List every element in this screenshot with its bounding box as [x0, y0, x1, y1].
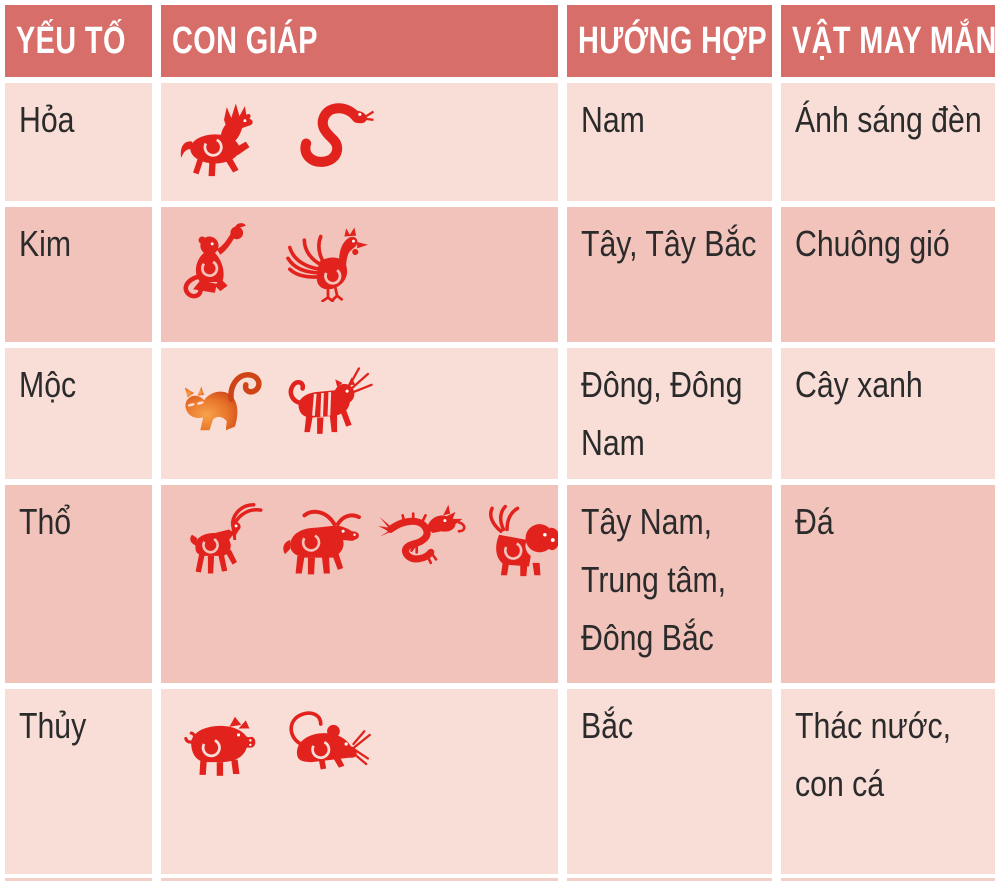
lucky-cell: Chuông gió	[781, 207, 995, 342]
strip-cell	[567, 878, 772, 881]
header-cell-element: YẾU TỐ	[5, 5, 152, 77]
rooster-icon	[282, 222, 374, 302]
direction-text: Tây Nam, Trung tâm, Đông Bắc	[581, 501, 727, 658]
zodiac-icons	[161, 485, 558, 683]
element-label: Mộc	[19, 364, 77, 405]
header-label: HƯỚNG HỢP	[578, 19, 767, 62]
lucky-cell: Đá	[781, 485, 995, 683]
next-row-partial-strip	[0, 878, 1000, 881]
lucky-text: Chuông gió	[795, 223, 950, 264]
strip-cell	[161, 878, 558, 881]
lucky-cell: Ánh sáng đèn	[781, 83, 995, 201]
direction-text: Đông, Đông Nam	[581, 364, 743, 463]
direction-text: Nam	[581, 99, 645, 140]
header-label: VẬT MAY MẮN	[792, 19, 995, 62]
element-cell: Thổ	[5, 485, 152, 683]
pig-icon	[178, 704, 270, 784]
direction-text: Bắc	[581, 705, 634, 746]
direction-cell: Bắc	[567, 689, 772, 874]
direction-cell: Tây Nam, Trung tâm, Đông Bắc	[567, 485, 772, 683]
element-cell: Mộc	[5, 348, 152, 479]
lucky-text: Ánh sáng đèn	[795, 99, 982, 140]
zodiac-icons	[161, 689, 558, 874]
element-cell: Hỏa	[5, 83, 152, 201]
monkey-icon	[178, 222, 270, 302]
lucky-text: Thác nước, con cá	[795, 705, 952, 804]
rat-icon	[282, 704, 374, 784]
element-label: Hỏa	[19, 99, 75, 140]
strip-cell	[5, 878, 152, 881]
zodiac-icons	[161, 83, 558, 201]
dog-icon	[478, 500, 558, 580]
element-cell: Thủy	[5, 689, 152, 874]
lucky-cell: Thác nước, con cá	[781, 689, 995, 874]
snake-icon	[282, 98, 374, 178]
zodiac-icons	[161, 207, 558, 342]
element-cell: Kim	[5, 207, 152, 342]
header-cell-animals: CON GIÁP	[161, 5, 558, 77]
strip-cell	[781, 878, 995, 881]
header-label: CON GIÁP	[172, 19, 318, 62]
buffalo-icon	[278, 500, 366, 580]
header-label: YẾU TỐ	[16, 19, 126, 62]
cat-icon	[178, 363, 270, 443]
element-label: Kim	[19, 223, 72, 264]
horse-icon	[178, 98, 270, 178]
lucky-cell: Cây xanh	[781, 348, 995, 479]
tiger-icon	[282, 363, 374, 443]
header-cell-lucky: VẬT MAY MẮN	[781, 5, 995, 77]
direction-cell: Nam	[567, 83, 772, 201]
lucky-text: Cây xanh	[795, 364, 923, 405]
direction-text: Tây, Tây Bắc	[581, 223, 757, 264]
lucky-text: Đá	[795, 501, 834, 542]
element-label: Thổ	[19, 501, 72, 542]
dragon-icon	[378, 500, 466, 580]
direction-cell: Tây, Tây Bắc	[567, 207, 772, 342]
direction-cell: Đông, Đông Nam	[567, 348, 772, 479]
goat-icon	[178, 500, 266, 580]
element-label: Thủy	[19, 705, 87, 746]
zodiac-icons	[161, 348, 558, 479]
header-cell-direction: HƯỚNG HỢP	[567, 5, 772, 77]
